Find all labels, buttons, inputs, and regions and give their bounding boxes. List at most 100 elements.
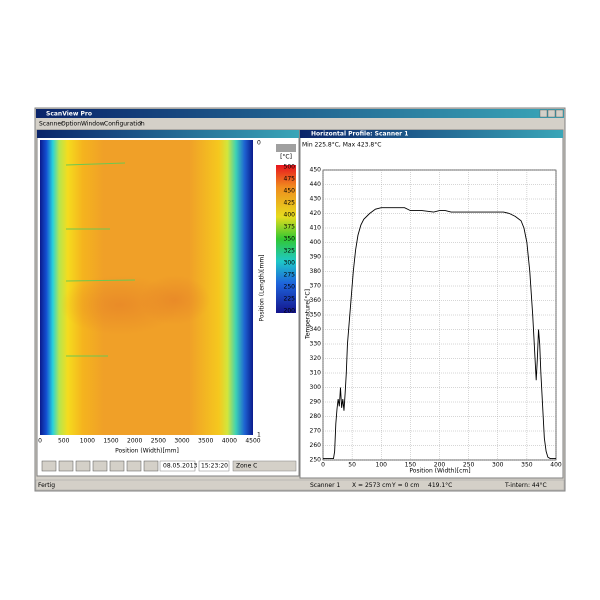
profile-title: Horizontal Profile: Scanner 1 [311,131,408,138]
toolbar-button[interactable] [143,460,159,472]
menu-item[interactable]: Option [61,121,81,128]
status-item: X = 2573 cm [352,482,391,489]
y-axis-label: Temperature[°C] [305,289,312,340]
toolbar-button[interactable] [58,460,74,472]
time-box[interactable] [198,460,230,472]
width-tick-label: 500 [58,438,70,445]
x-axis-label: Position (Width)[cm] [409,468,470,475]
status-item: 419.1°C [428,482,452,489]
status-item: Fertig [38,482,55,489]
width-tick-label: 2500 [151,438,166,445]
colorbar-tick-label: 400 [284,212,296,219]
y-tick-label: 280 [310,413,322,420]
width-tick-label: 4000 [222,438,237,445]
x-tick-label: 300 [492,462,504,469]
status-item: Scanner 1 [310,482,340,489]
colorbar-tick-label: 500 [284,164,296,171]
toolbar-button[interactable] [75,460,91,472]
colorbar-tick-label: 275 [284,272,296,279]
colorbar-tick-label: 300 [284,260,296,267]
profile-summary: Min 225.8°C, Max 423.8°C [302,142,381,149]
colorbar-unit: [°C] [280,154,292,161]
y-tick-label: 320 [310,355,322,362]
zone-box [232,460,297,472]
width-tick-label: 3000 [174,438,189,445]
maximize-button[interactable] [547,109,556,118]
menu-item[interactable]: Configuration [104,121,145,128]
x-tick-label: 200 [434,462,446,469]
width-tick-label: 3500 [198,438,213,445]
time: 15:23:20 [201,463,228,470]
status-bar [35,479,565,491]
y-tick-label: 340 [310,326,322,333]
colorbar-tick-label: 225 [284,296,296,303]
hot-spot [140,275,210,325]
profile-line [323,207,556,459]
minimize-button[interactable] [539,109,548,118]
x-tick-label: 50 [348,462,356,469]
status-items: Fertig Scanner 1 X = 2573 cm Y = 0 cm 419.1°… [38,482,547,489]
length-tick-label: 1 [257,432,261,439]
profile-title-bar [300,130,563,138]
y-tick-label: 270 [310,428,322,435]
colorbar [276,165,296,313]
colorbar-tick-label: 425 [284,200,296,207]
status-item: T-intern: 44°C [504,482,547,489]
colorbar-tick-label: 325 [284,248,296,255]
colorbar-tick-label: 250 [284,284,296,291]
y-tick-label: 310 [310,370,322,377]
colorbar-tick-label: 450 [284,188,296,195]
y-tick-label: 380 [310,268,322,275]
length-axis-label: Position (Length)[mm] [259,254,266,321]
y-tick-label: 290 [310,399,322,406]
y-tick-label: 450 [310,167,322,174]
menu-item[interactable]: ? [139,121,142,128]
x-tick-label: 400 [550,462,562,469]
y-tick-label: 350 [310,312,322,319]
length-tick-label: 0 [257,140,261,147]
y-tick-label: 410 [310,225,322,232]
app-title-bar [36,109,564,118]
x-tick-label: 250 [463,462,475,469]
x-tick-label: 0 [321,462,325,469]
y-tick-label: 390 [310,254,322,261]
streaks [65,162,136,357]
toolbar-button[interactable] [109,460,125,472]
menu-item[interactable]: Window [81,121,105,128]
width-tick-label: 2000 [127,438,142,445]
width-tick-label: 4500 [245,438,260,445]
thermal-title-bar [37,130,299,138]
menu-item[interactable]: Scanner [39,121,64,128]
toolbar-button[interactable] [41,460,57,472]
colorbar-tick-label: 475 [284,176,296,183]
y-tick-label: 300 [310,384,322,391]
x-tick-label: 150 [405,462,417,469]
close-button[interactable] [555,109,564,118]
y-tick-label: 260 [310,442,322,449]
app-title: ScanView Pro [46,111,92,118]
width-axis-label: Position (Width)[mm] [115,448,179,455]
y-tick-label: 330 [310,341,322,348]
date: 08.05.2013 [163,463,198,470]
date-box[interactable] [159,460,196,472]
y-tick-label: 430 [310,196,322,203]
toolbar-button[interactable] [92,460,108,472]
window-buttons [539,109,564,118]
y-tick-label: 400 [310,239,322,246]
width-tick-label: 1500 [103,438,118,445]
x-tick-label: 100 [376,462,388,469]
y-tick-label: 440 [310,181,322,188]
x-tick-label: 350 [521,462,533,469]
colorbar-tick-label: 375 [284,224,296,231]
colorbar-tick-label: 350 [284,236,296,243]
colorbar-tick-label: 200 [284,308,296,315]
toolbar-button[interactable] [126,460,142,472]
colorbar-header [276,144,296,152]
y-tick-label: 420 [310,210,322,217]
y-tick-label: 250 [310,457,322,464]
y-tick-label: 370 [310,283,322,290]
width-tick-label: 0 [38,438,42,445]
